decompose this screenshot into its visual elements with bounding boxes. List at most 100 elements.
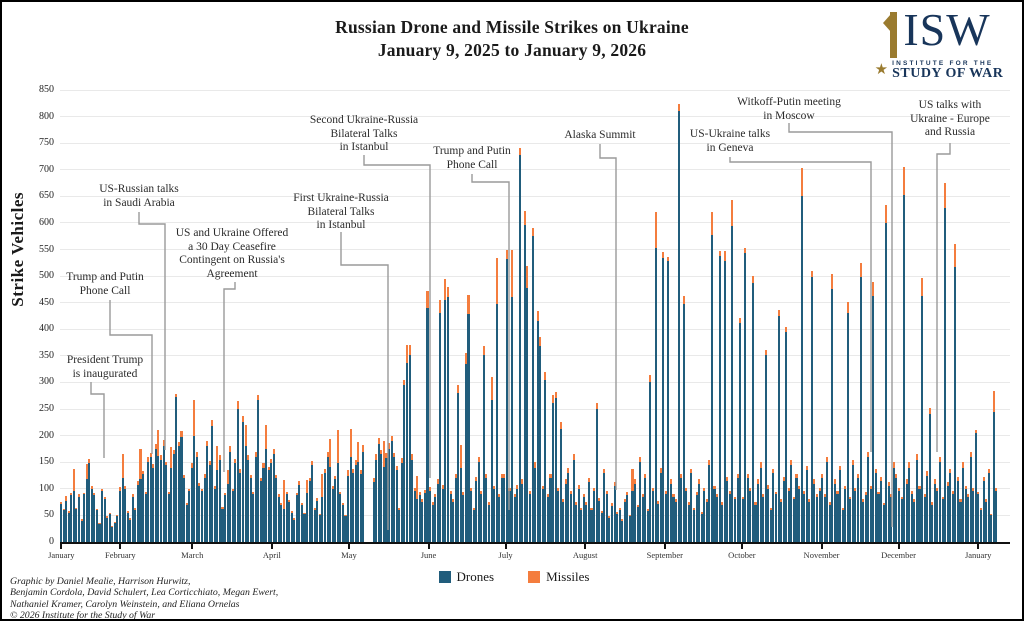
bar-day-65 xyxy=(226,90,229,542)
missiles-segment xyxy=(552,394,555,403)
bar-day-67 xyxy=(231,90,234,542)
drones-segment xyxy=(244,446,247,542)
missiles-segment xyxy=(628,514,631,517)
drones-segment xyxy=(65,500,68,542)
drones-segment xyxy=(667,261,670,542)
missiles-segment xyxy=(436,479,439,484)
bar-day-226 xyxy=(639,90,642,542)
drones-segment xyxy=(654,248,657,542)
bar-day-25 xyxy=(124,90,127,542)
missiles-segment xyxy=(564,479,567,484)
missiles-segment xyxy=(687,502,690,505)
drones-segment xyxy=(623,502,626,542)
bar-day-1 xyxy=(62,90,65,542)
missiles-segment xyxy=(513,494,516,497)
drones-segment xyxy=(103,499,106,542)
missiles-segment xyxy=(439,300,442,314)
missiles-segment xyxy=(313,507,316,511)
bar-day-187 xyxy=(539,90,542,542)
missiles-segment xyxy=(590,507,593,511)
drones-segment xyxy=(733,499,736,542)
missiles-segment xyxy=(113,521,116,524)
missiles-segment xyxy=(211,419,214,427)
drones-segment xyxy=(288,502,291,542)
missiles-segment xyxy=(593,488,596,492)
drones-segment xyxy=(139,479,142,542)
bar-day-94 xyxy=(300,90,303,542)
drones-segment xyxy=(449,494,452,542)
drones-segment xyxy=(180,436,183,542)
bar-day-63 xyxy=(221,90,224,542)
y-tick-0: 0 xyxy=(49,536,54,547)
missiles-segment xyxy=(682,295,685,304)
bar-day-200 xyxy=(572,90,575,542)
gridline-850 xyxy=(60,89,1010,91)
bar-day-215 xyxy=(610,90,613,542)
drones-segment xyxy=(544,379,547,542)
bar-day-30 xyxy=(136,90,139,542)
drones-segment xyxy=(598,500,601,542)
drones-segment xyxy=(280,504,283,542)
bar-day-263 xyxy=(733,90,736,542)
drones-segment xyxy=(508,491,511,542)
drones-segment xyxy=(949,472,952,542)
bar-day-339 xyxy=(928,90,931,542)
drones-segment xyxy=(88,463,91,542)
missiles-segment xyxy=(954,244,957,267)
missiles-segment xyxy=(741,496,744,500)
bar-day-358 xyxy=(977,90,980,542)
missiles-segment xyxy=(644,473,647,479)
bar-day-76 xyxy=(254,90,257,542)
drones-segment xyxy=(131,496,134,542)
x-tick-june-5 xyxy=(427,544,430,549)
drones-segment xyxy=(982,480,985,542)
y-tick-550: 550 xyxy=(39,243,54,255)
drones-segment xyxy=(75,509,78,542)
drones-segment xyxy=(480,494,483,542)
missiles-segment xyxy=(577,484,580,489)
bar-day-237 xyxy=(667,90,670,542)
missiles-segment xyxy=(598,497,601,501)
missiles-segment xyxy=(938,456,941,463)
missiles-segment xyxy=(165,461,168,465)
drones-segment xyxy=(177,446,180,542)
drones-segment xyxy=(457,393,460,542)
missiles-segment xyxy=(541,485,544,489)
bar-day-201 xyxy=(575,90,578,542)
bar-day-234 xyxy=(659,90,662,542)
drones-segment xyxy=(285,494,288,542)
drones-segment xyxy=(741,499,744,542)
missiles-segment xyxy=(118,487,121,492)
drones-segment xyxy=(503,478,506,542)
drones-segment xyxy=(306,493,309,542)
drones-swatch-icon xyxy=(438,571,451,583)
bar-day-145 xyxy=(431,90,434,542)
drones-segment xyxy=(956,480,959,542)
missiles-segment xyxy=(657,501,660,504)
missiles-segment xyxy=(946,481,949,487)
bar-day-327 xyxy=(897,90,900,542)
missiles-segment xyxy=(431,501,434,505)
drones-segment xyxy=(677,111,680,542)
missiles-segment xyxy=(680,473,683,479)
bar-day-52 xyxy=(193,90,196,542)
missiles-segment xyxy=(108,512,111,515)
missiles-segment xyxy=(241,415,244,423)
missiles-segment xyxy=(618,507,621,511)
bar-day-209 xyxy=(595,90,598,542)
missiles-segment xyxy=(669,479,672,484)
missiles-segment xyxy=(416,475,419,500)
bar-day-271 xyxy=(754,90,757,542)
bar-day-352 xyxy=(962,90,965,542)
drones-segment xyxy=(746,478,749,542)
drones-segment xyxy=(470,491,473,542)
drones-segment xyxy=(926,475,929,542)
missiles-segment xyxy=(80,518,83,521)
bar-day-82 xyxy=(270,90,273,542)
bar-day-210 xyxy=(598,90,601,542)
missiles-segment xyxy=(193,400,196,436)
drones-segment xyxy=(277,496,280,542)
drones-segment xyxy=(200,491,203,542)
bar-day-41 xyxy=(165,90,168,542)
missiles-segment xyxy=(83,492,86,495)
